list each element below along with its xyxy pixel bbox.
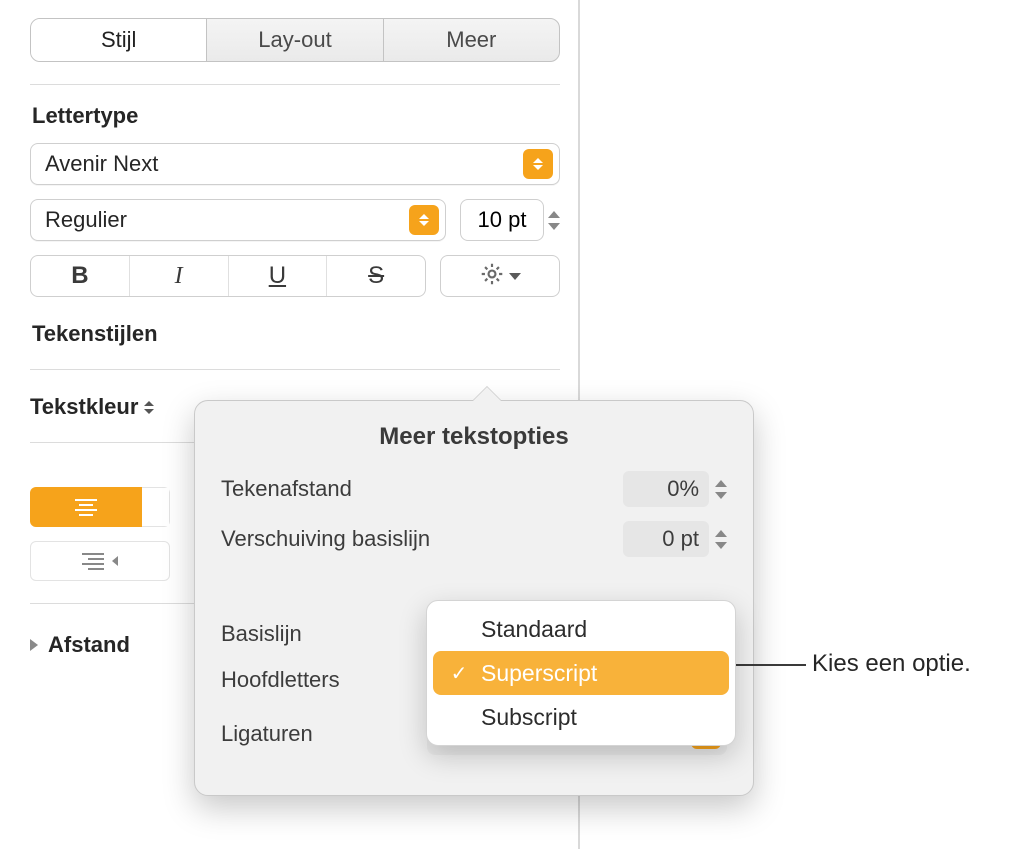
alignment-control[interactable]	[30, 487, 170, 527]
more-text-options-button[interactable]	[440, 255, 560, 297]
tab-stijl[interactable]: Stijl	[31, 19, 206, 61]
font-weight-value: Regulier	[45, 207, 405, 233]
divider	[30, 84, 560, 85]
font-weight-select[interactable]: Regulier	[30, 199, 446, 241]
verschuiving-label: Verschuiving basislijn	[221, 526, 430, 552]
font-size-stepper[interactable]	[460, 199, 560, 241]
font-family-value: Avenir Next	[45, 151, 519, 177]
indent-control[interactable]	[30, 541, 170, 581]
divider	[30, 369, 560, 370]
text-format-group: B I U S	[30, 255, 426, 297]
check-icon: ✓	[447, 661, 471, 686]
tekenstijlen-label: Tekenstijlen	[32, 321, 560, 347]
menu-item-subscript[interactable]: ✓ Subscript	[433, 695, 729, 739]
menu-item-label: Superscript	[481, 660, 597, 687]
bold-button[interactable]: B	[31, 256, 129, 296]
chevron-right-icon	[30, 639, 38, 651]
tab-bar: Stijl Lay-out Meer	[30, 18, 560, 62]
popover-title: Meer tekstopties	[221, 423, 727, 451]
verschuiving-value: 0 pt	[623, 521, 709, 557]
chevron-down-icon	[509, 273, 521, 280]
indent-icon	[82, 553, 104, 570]
stepper-arrows-icon[interactable]	[715, 480, 727, 499]
font-family-select[interactable]: Avenir Next	[30, 143, 560, 185]
menu-item-label: Standaard	[481, 616, 587, 643]
underline-button[interactable]: U	[228, 256, 327, 296]
select-arrows-icon	[523, 149, 553, 179]
stepper-arrows-icon[interactable]	[548, 211, 560, 230]
stepper-arrows-icon[interactable]	[715, 530, 727, 549]
chevron-left-icon	[112, 556, 118, 566]
strike-button[interactable]: S	[326, 256, 425, 296]
font-size-input[interactable]	[460, 199, 544, 241]
verschuiving-stepper[interactable]: 0 pt	[623, 521, 727, 557]
text-color-label: Tekstkleur	[30, 394, 138, 420]
basislijn-menu: ✓ Standaard ✓ Superscript ✓ Subscript	[426, 600, 736, 746]
italic-button[interactable]: I	[129, 256, 228, 296]
tekenafstand-label: Tekenafstand	[221, 476, 352, 502]
tab-layout[interactable]: Lay-out	[206, 19, 382, 61]
select-arrows-icon	[409, 205, 439, 235]
align-center-icon	[30, 487, 142, 527]
callout-line	[736, 664, 806, 666]
menu-item-superscript[interactable]: ✓ Superscript	[433, 651, 729, 695]
menu-item-standaard[interactable]: ✓ Standaard	[433, 607, 729, 651]
tekenafstand-value: 0%	[623, 471, 709, 507]
font-section-label: Lettertype	[32, 103, 560, 129]
gear-icon	[479, 261, 505, 292]
afstand-label: Afstand	[48, 632, 130, 658]
select-arrows-icon	[144, 401, 154, 414]
tab-meer[interactable]: Meer	[383, 19, 559, 61]
callout-text: Kies een optie.	[812, 650, 971, 678]
tekenafstand-stepper[interactable]: 0%	[623, 471, 727, 507]
ligaturen-label: Ligaturen	[221, 721, 313, 747]
hoofdletters-label: Hoofdletters	[221, 667, 340, 693]
menu-item-label: Subscript	[481, 704, 577, 731]
basislijn-label: Basislijn	[221, 621, 302, 647]
